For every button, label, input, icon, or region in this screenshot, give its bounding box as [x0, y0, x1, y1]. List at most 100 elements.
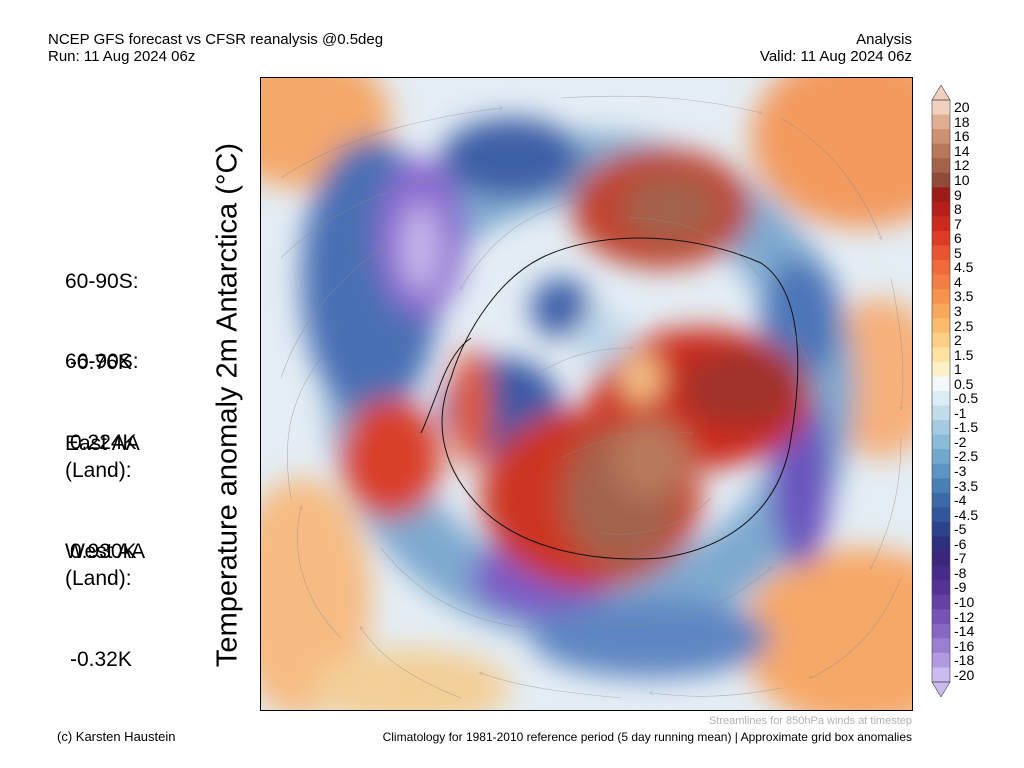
colorbar-swatch — [932, 638, 950, 654]
colorbar-swatch — [932, 609, 950, 625]
colorbar-tick-label: 12 — [954, 157, 970, 174]
colorbar-swatch — [932, 187, 950, 203]
colorbar-swatch — [932, 347, 950, 363]
colorbar-tick-label: 4.5 — [954, 259, 974, 276]
colorbar-swatch — [932, 172, 950, 188]
colorbar-tick-label: 10 — [954, 172, 970, 189]
colorbar-swatch — [932, 405, 950, 421]
colorbar-swatch — [932, 652, 950, 668]
colorbar-tick-label: 1.5 — [954, 346, 974, 363]
colorbar-swatch — [932, 143, 950, 159]
colorbar-tick-label: -0.5 — [954, 390, 979, 407]
colorbar-tick-label: 2.5 — [954, 317, 974, 334]
colorbar-extend-max — [931, 85, 951, 101]
colorbar-tick-label: -14 — [954, 623, 975, 640]
colorbar-tick-label: 9 — [954, 186, 962, 203]
stat-66-90s: 66-90S: 0.224K — [65, 294, 139, 483]
colorbar-swatch — [932, 507, 950, 523]
anomaly-map — [260, 77, 913, 711]
antarctica-coastline — [441, 237, 799, 560]
colorbar-tick-label: -4 — [954, 492, 967, 509]
colorbar-swatch — [932, 434, 950, 450]
colorbar-swatch — [932, 100, 950, 116]
colorbar-swatch — [932, 551, 950, 567]
colorbar-swatch — [932, 114, 950, 130]
stat-label: East AA (Land): — [65, 432, 140, 482]
stat-60-90s: 60-90S: -0.76K — [65, 214, 139, 403]
colorbar-swatch — [932, 260, 950, 276]
stat-value: -0.76K — [70, 351, 132, 374]
colorbar-tick-label: -2 — [954, 433, 967, 450]
colorbar-outline — [931, 99, 951, 683]
y-axis-label: Temperature anomaly 2m Antarctica (°C) — [211, 142, 244, 668]
colorbar-tick-label: -7 — [954, 550, 967, 567]
colorbar-tick-label: 0.5 — [954, 375, 974, 392]
colorbar-tick-label: -1 — [954, 404, 967, 421]
colorbar-swatch — [932, 201, 950, 217]
colorbar-tick-label: 18 — [954, 113, 970, 130]
colorbar-swatch — [932, 376, 950, 392]
analysis-type: Analysis — [856, 31, 912, 48]
colorbar-swatch — [932, 303, 950, 319]
colorbar-tick-label: 1 — [954, 361, 962, 378]
colorbar-swatch — [932, 332, 950, 348]
anomaly-fill — [261, 78, 912, 710]
stat-value: 0.930K — [70, 540, 137, 563]
colorbar-swatch — [932, 158, 950, 174]
stat-value: 0.224K — [70, 431, 137, 454]
colorbar-tick-label: -2.5 — [954, 448, 979, 465]
colorbar-swatch — [932, 216, 950, 232]
colorbar-swatch — [932, 274, 950, 290]
header-right: Analysis Valid: 11 Aug 2024 06z — [760, 31, 912, 65]
valid-time: Valid: 11 Aug 2024 06z — [759, 48, 912, 65]
colorbar-swatch — [932, 521, 950, 537]
header-left: NCEP GFS forecast vs CFSR reanalysis @0.… — [48, 31, 383, 65]
peninsula-coastline — [420, 337, 472, 434]
credit: (c) Karsten Haustein — [57, 729, 176, 744]
colorbar-swatch — [932, 129, 950, 145]
colorbar-swatch — [932, 391, 950, 407]
colorbar-swatch — [932, 230, 950, 246]
colorbar-tick-label: 4 — [954, 273, 962, 290]
colorbar-swatch — [932, 420, 950, 436]
colorbar-tick-label: -4.5 — [954, 506, 979, 523]
colorbar-tick-label: -1.5 — [954, 419, 979, 436]
colorbar-swatch — [932, 318, 950, 334]
anomaly-map-svg — [261, 78, 912, 710]
colorbar-tick-label: -5 — [954, 521, 967, 538]
colorbar-tick-label: 8 — [954, 201, 962, 218]
colorbar-tick-label: -9 — [954, 579, 967, 596]
colorbar-swatch — [932, 667, 950, 683]
colorbar — [930, 85, 954, 697]
map-title: NCEP GFS forecast vs CFSR reanalysis @0.… — [48, 31, 384, 48]
colorbar-swatch — [932, 623, 950, 639]
colorbar-swatch — [932, 245, 950, 261]
colorbar-tick-label: 16 — [954, 128, 970, 145]
wind-streamlines — [280, 95, 904, 699]
colorbar-svg — [931, 85, 951, 697]
colorbar-tick-label: -12 — [954, 608, 975, 625]
colorbar-tick-label: -20 — [954, 666, 975, 683]
climatology-note: Climatology for 1981-2010 reference peri… — [382, 730, 912, 744]
stat-label: 60-90S: — [65, 270, 139, 293]
stat-east-aa-land: East AA (Land): 0.930K — [65, 376, 140, 592]
colorbar-tick-label: -3.5 — [954, 477, 979, 494]
stat-value: -0.32K — [70, 648, 132, 671]
colorbar-tick-label: -6 — [954, 535, 967, 552]
colorbar-tick-label: 6 — [954, 230, 962, 247]
colorbar-tick-label: 3 — [954, 302, 962, 319]
colorbar-tick-label: -18 — [954, 652, 975, 669]
stat-label: 66-90S: — [65, 350, 139, 373]
streamlines-note: Streamlines for 850hPa winds at timestep — [709, 715, 912, 727]
colorbar-swatch — [932, 463, 950, 479]
colorbar-tick-label: 3.5 — [954, 288, 974, 305]
stat-west-aa-land: West AA (Land): -0.32K — [65, 484, 145, 700]
run-time: Run: 11 Aug 2024 06z — [48, 48, 196, 65]
colorbar-tick-label: 14 — [954, 142, 970, 159]
colorbar-swatch — [932, 361, 950, 377]
colorbar-extend-min — [931, 681, 951, 697]
colorbar-tick-label: -10 — [954, 593, 975, 610]
colorbar-swatch — [932, 536, 950, 552]
colorbar-swatch — [932, 289, 950, 305]
colorbar-tick-label: 20 — [954, 99, 970, 116]
